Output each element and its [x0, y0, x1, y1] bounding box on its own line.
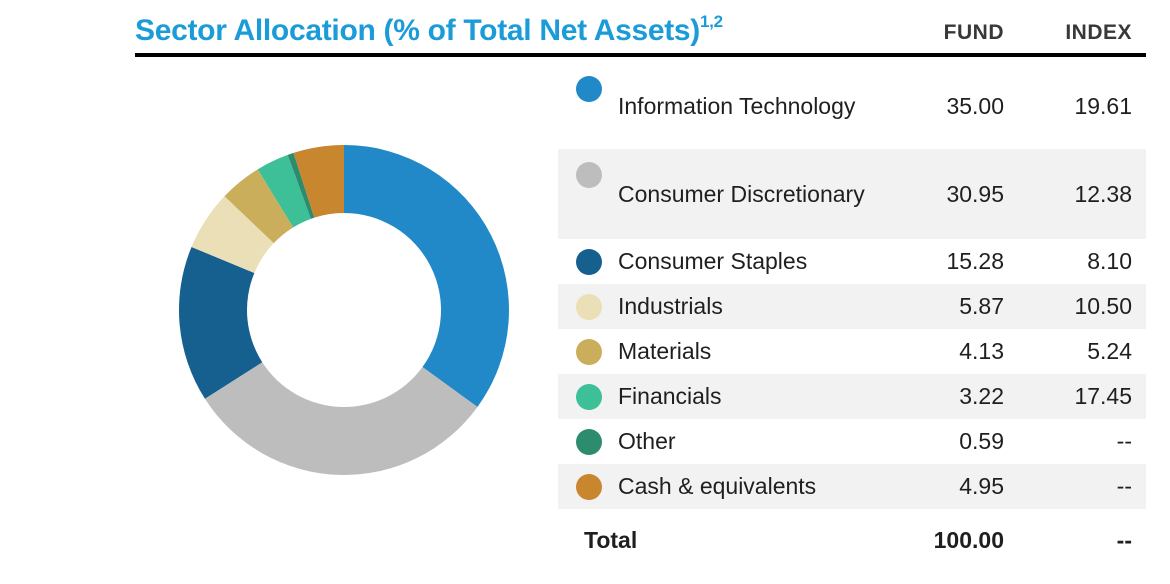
donut-slice [204, 362, 478, 475]
index-value: 19.61 [1074, 92, 1132, 119]
index-value: -- [1116, 473, 1132, 499]
total-fund-value: 100.00 [933, 526, 1004, 553]
total-label: Total [584, 526, 638, 553]
total-index-value: -- [1116, 526, 1132, 553]
fund-value: 15.28 [946, 248, 1004, 274]
table-row: Consumer Discretionary 30.95 12.38 [558, 149, 1146, 239]
donut-slice [178, 246, 263, 399]
column-header-fund: FUND [943, 21, 1004, 44]
table-row: Materials 4.13 5.24 [558, 329, 1146, 374]
title-text: Sector Allocation (% of Total Net Assets… [135, 14, 700, 47]
fund-value: 30.95 [946, 180, 1004, 207]
sector-label: Materials [618, 338, 712, 365]
donut-slice [344, 145, 510, 408]
sector-donut-chart [178, 145, 510, 475]
index-value: -- [1116, 428, 1132, 454]
header: Sector Allocation (% of Total Net Assets… [135, 0, 1146, 53]
fund-value: 3.22 [959, 383, 1004, 409]
legend-dot [576, 428, 602, 455]
fund-value: 4.13 [959, 338, 1004, 364]
legend-dot [576, 473, 602, 500]
legend-dot [576, 338, 602, 365]
legend-dot [576, 248, 602, 275]
table-row: Information Technology 35.00 19.61 [558, 63, 1146, 149]
fund-value: 0.59 [959, 428, 1004, 454]
table-total-row: Total 100.00 -- [558, 517, 1146, 563]
divider [135, 53, 1146, 57]
sector-label: Other [618, 428, 676, 455]
donut-slice [287, 152, 315, 219]
index-value: 8.10 [1087, 248, 1132, 274]
sector-label: Information Technology [618, 92, 856, 119]
fund-value: 35.00 [946, 92, 1004, 119]
sector-label: Consumer Discretionary [618, 180, 865, 207]
sector-allocation-panel: Sector Allocation (% of Total Net Assets… [135, 0, 1146, 563]
title-footnote-marker: 1,2 [700, 12, 723, 31]
index-value: 5.24 [1087, 338, 1132, 364]
legend-dot [576, 76, 602, 102]
sector-label: Cash & equivalents [618, 473, 817, 500]
index-value: 17.45 [1074, 383, 1132, 409]
donut-slice [224, 169, 294, 244]
fund-value: 5.87 [959, 293, 1004, 319]
fund-value: 4.95 [959, 473, 1004, 499]
donut-slice [257, 154, 311, 228]
legend-dot [576, 162, 602, 188]
table-row: Financials 3.22 17.45 [558, 374, 1146, 419]
sector-label: Consumer Staples [618, 248, 808, 275]
table-row: Consumer Staples 15.28 8.10 [558, 239, 1146, 284]
index-value: 12.38 [1074, 180, 1132, 207]
page-title: Sector Allocation (% of Total Net Assets… [135, 12, 884, 47]
sector-label: Financials [618, 383, 722, 410]
index-value: 10.50 [1074, 293, 1132, 319]
allocation-table: Information Technology 35.00 19.61 Consu… [558, 63, 1146, 563]
table-row: Industrials 5.87 10.50 [558, 284, 1146, 329]
donut-slice [293, 145, 344, 218]
legend-dot [576, 383, 602, 410]
donut-slice [191, 196, 274, 273]
column-header-index: INDEX [1065, 21, 1132, 44]
table-row: Other 0.59 -- [558, 419, 1146, 464]
table-row: Cash & equivalents 4.95 -- [558, 464, 1146, 509]
legend-dot [576, 293, 602, 320]
sector-label: Industrials [618, 293, 723, 320]
